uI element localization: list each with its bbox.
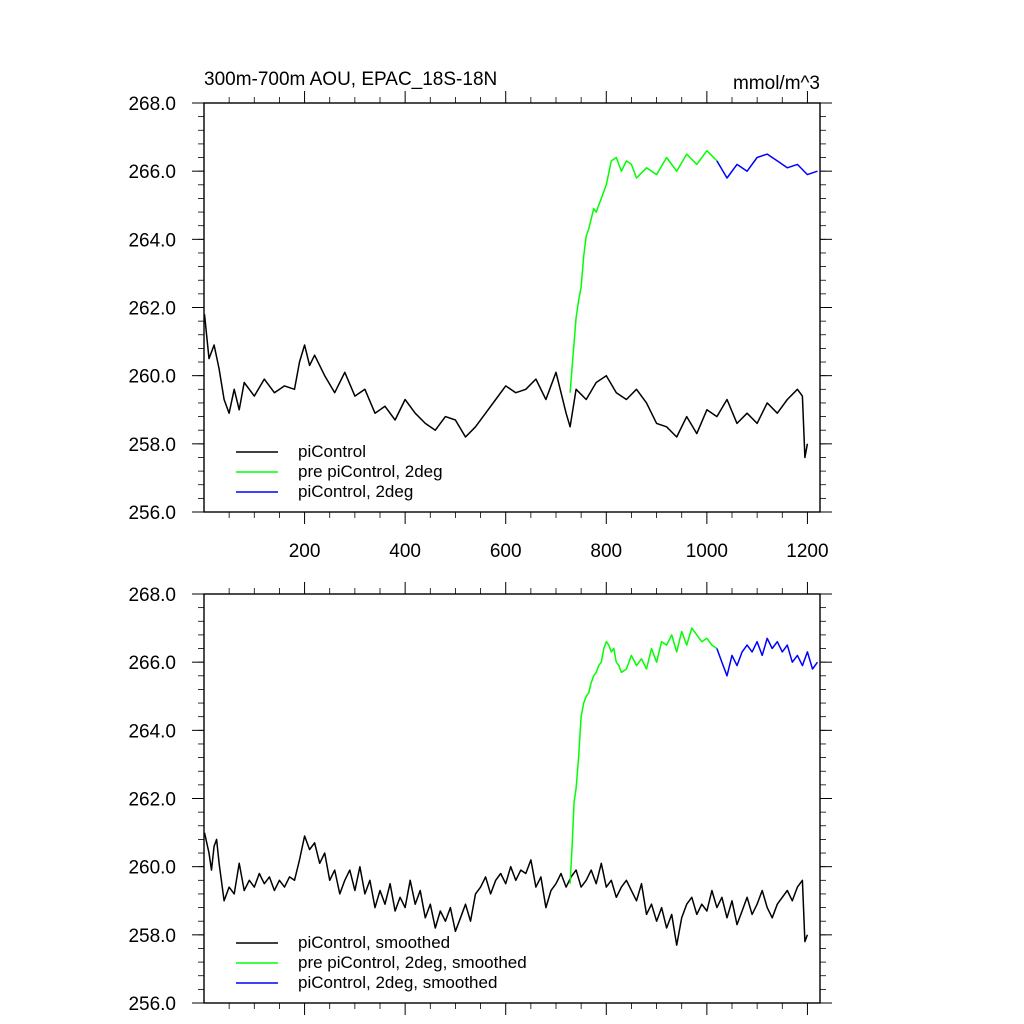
x-tick-label: 400 (389, 541, 421, 562)
series-line-1 (569, 149, 718, 393)
series-lines (203, 149, 818, 459)
legend-label: piControl (298, 442, 366, 461)
y-tick-label: 264.0 (128, 230, 176, 251)
tick-marks (192, 582, 832, 1015)
tick-marks (192, 91, 832, 524)
legend-label: piControl, smoothed (298, 933, 450, 952)
y-tick-label: 262.0 (128, 790, 176, 811)
x-tick-label: 1200 (786, 541, 828, 562)
units-label: mmol/m^3 (733, 73, 820, 94)
y-tick-label: 266.0 (128, 162, 176, 183)
x-tick-label: 200 (289, 541, 321, 562)
series-line-2 (716, 637, 819, 677)
y-tick-label: 268.0 (128, 94, 176, 115)
y-tick-label: 264.0 (128, 721, 176, 742)
legend-label: pre piControl, 2deg (298, 462, 443, 481)
plot-frame (203, 102, 821, 513)
series-lines (203, 627, 819, 946)
y-tick-label: 258.0 (128, 926, 176, 947)
y-tick-labels: 256.0 258.0 260.0 262.0 264.0 266.0 268.0 (128, 94, 176, 524)
y-tick-label: 258.0 (128, 435, 176, 456)
x-tick-labels: 200 400 600 800 1000 1200 (289, 541, 829, 562)
legend-label: piControl, 2deg (298, 482, 413, 501)
chart-title: 300m-700m AOU, EPAC_18S-18N (204, 69, 497, 90)
bottom-panel: 256.0 258.0 260.0 262.0 264.0 266.0 268.0 piCo… (128, 582, 832, 1015)
x-tick-label: 1000 (686, 541, 728, 562)
y-tick-label: 266.0 (128, 653, 176, 674)
series-line-0 (203, 314, 809, 459)
plot-frame (203, 593, 821, 1004)
y-tick-label: 268.0 (128, 585, 176, 606)
top-panel: 300m-700m AOU, EPAC_18S-18N mmol/m^3 256… (128, 69, 832, 562)
y-tick-label: 256.0 (128, 503, 176, 524)
y-tick-label: 260.0 (128, 367, 176, 388)
y-tick-label: 260.0 (128, 858, 176, 879)
y-tick-label: 256.0 (128, 994, 176, 1015)
y-tick-labels: 256.0 258.0 260.0 262.0 264.0 266.0 268.0 (128, 585, 176, 1015)
x-tick-label: 600 (490, 541, 522, 562)
legend-label: piControl, 2deg, smoothed (298, 973, 497, 992)
legend-label: pre piControl, 2deg, smoothed (298, 953, 527, 972)
series-line-0 (203, 832, 809, 946)
series-line-2 (716, 153, 818, 179)
series-line-1 (569, 627, 718, 884)
y-tick-label: 262.0 (128, 299, 176, 320)
x-tick-label: 800 (590, 541, 622, 562)
